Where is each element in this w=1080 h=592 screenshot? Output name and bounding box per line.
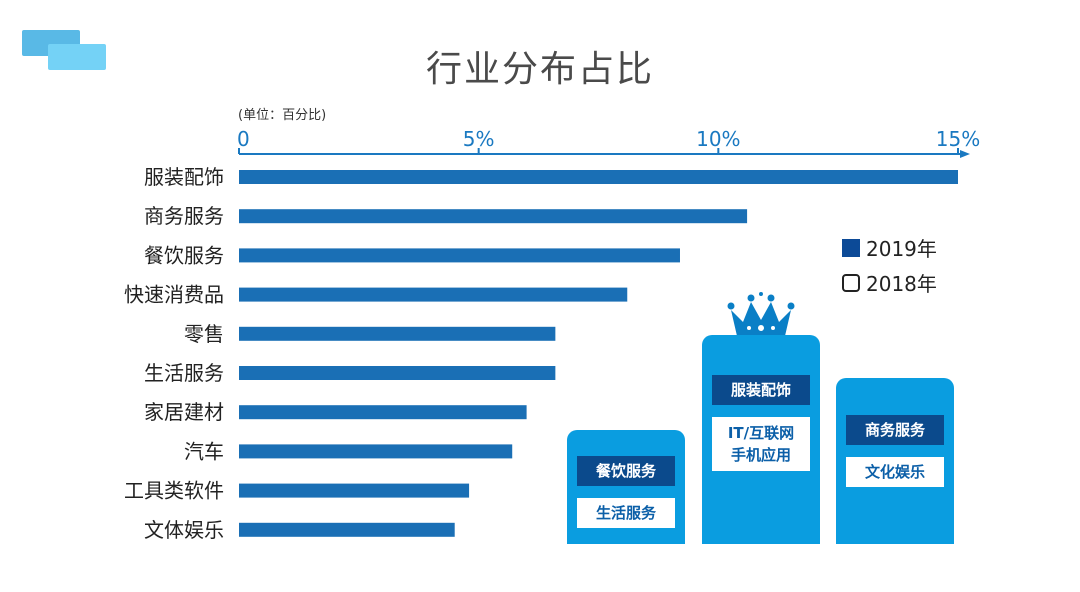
legend-label-2018: 2018年 [866,272,937,296]
x-tick-label: 0 [237,127,250,151]
category-label: 服装配饰 [144,165,224,189]
bar [239,366,556,380]
category-label: 快速消费品 [124,283,224,307]
podium-second-label2: 生活服务 [577,498,675,528]
podium-second: 餐饮服务 生活服务 [567,430,685,544]
bar [239,444,513,459]
unit-label: (单位：百分比) [238,108,327,123]
x-tick-label: 15% [936,127,980,151]
bar [239,248,680,263]
page-title: 行业分布占比 [425,49,654,90]
category-label: 生活服务 [144,361,224,385]
category-label: 餐饮服务 [144,243,224,267]
category-label: 商务服务 [144,204,224,228]
legend-label-2019: 2019年 [866,237,937,261]
decor-block-front [48,44,106,70]
podium-second-label1: 餐饮服务 [577,456,675,486]
podium-third-label2: 文化娱乐 [846,457,944,487]
crown-icon [727,292,795,336]
bar [239,405,527,420]
x-tick-label: 10% [696,127,740,151]
category-label: 文体娱乐 [144,518,224,542]
x-axis-arrow-icon [960,150,970,158]
bar [239,170,958,184]
legend-swatch-outline-icon [842,273,860,292]
legend-item-2019: 2019年 [842,233,937,262]
podium-third: 商务服务 文化娱乐 [836,378,954,544]
category-label: 工具类软件 [124,479,224,503]
podium-third-label1: 商务服务 [846,415,944,445]
bar [239,326,556,341]
podium-first: 服装配饰 IT/互联网 手机应用 [702,335,820,544]
bar [239,522,455,537]
bar [239,483,470,498]
category-label: 家居建材 [144,400,224,424]
podium-first-label1: 服装配饰 [712,375,810,405]
category-label: 汽车 [184,439,224,463]
bar [239,287,628,302]
legend-swatch-filled-icon [842,238,860,257]
category-label: 零售 [184,322,224,346]
podium-first-label2: IT/互联网 手机应用 [712,417,810,471]
x-tick-label: 5% [463,127,495,151]
bar [239,209,748,224]
legend-item-2018: 2018年 [842,268,937,297]
